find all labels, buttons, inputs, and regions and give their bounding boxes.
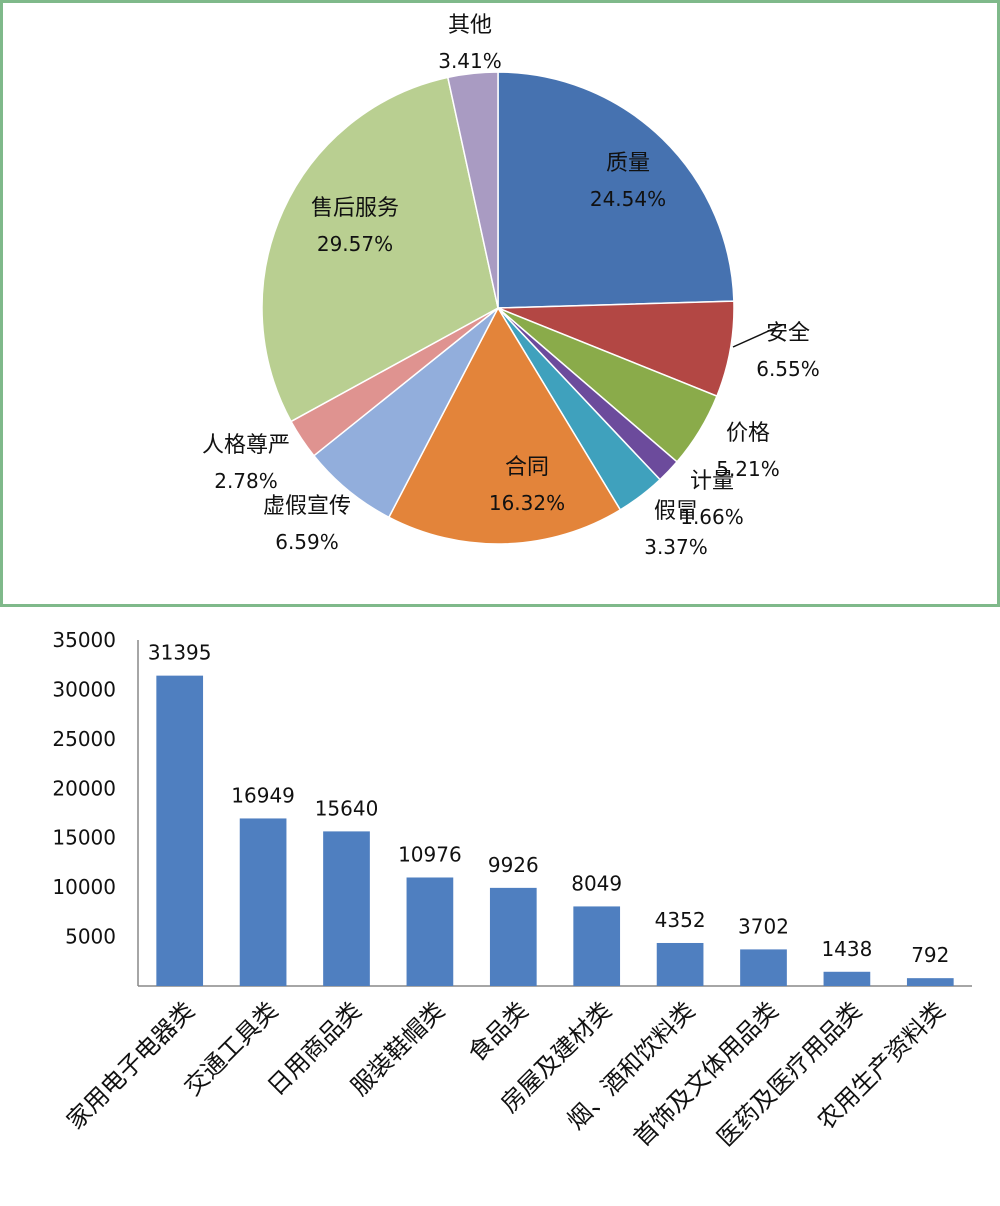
- pie-slice-label: 售后服务: [311, 196, 399, 221]
- y-tick-label: 25000: [52, 727, 116, 751]
- pie-slice-label: 虚假宣传: [263, 494, 351, 519]
- bar-data-label: 1438: [821, 937, 872, 961]
- pie-slice-value-label: 6.59%: [275, 530, 339, 554]
- bar-data-label: 9926: [488, 853, 539, 877]
- pie-slice: [387, 306, 622, 545]
- bar-data-label: 8049: [571, 871, 622, 895]
- y-tick-label: 35000: [52, 628, 116, 652]
- pie-slice: [497, 71, 735, 309]
- pie-slice: [446, 71, 499, 309]
- bar-data-label: 10976: [398, 842, 462, 866]
- pie-slice-label: 价格: [726, 421, 770, 446]
- pie-slice-value-label: 24.54%: [590, 187, 666, 211]
- bar: [406, 877, 454, 986]
- pie-slice-value-label: 5.21%: [716, 457, 780, 481]
- pie-slice-value-label: 3.41%: [438, 49, 502, 73]
- x-tick-label: 食品类: [463, 996, 534, 1067]
- pie-slice-label: 安全: [766, 321, 810, 346]
- pie-slice-value-label: 1.66%: [680, 505, 744, 529]
- x-tick-label: 家用电子电器类: [61, 996, 200, 1135]
- bar: [156, 675, 204, 986]
- pie-slice-value-label: 3.37%: [644, 535, 708, 559]
- pie-chart: 质量 24.54% 安全 6.55% 价格 5.21%计量 1.66%假冒 3.37% 合同 16…: [0, 0, 1000, 607]
- y-tick-label: 10000: [52, 875, 116, 899]
- y-tick-label: 5000: [65, 925, 116, 949]
- y-tick-label: 20000: [52, 776, 116, 800]
- y-tick-label: 15000: [52, 826, 116, 850]
- pie-slice-label: 假冒: [654, 499, 698, 524]
- bar-chart: 5000 10000 15000 20000 25000 30000 35000 31395…: [52, 628, 972, 1152]
- pie-slice-label: 人格尊严: [202, 433, 290, 458]
- bar: [489, 887, 537, 986]
- x-tick-label: 首饰及文体用品类: [628, 996, 784, 1152]
- bar: [323, 831, 370, 986]
- bar-data-label: 4352: [655, 908, 706, 932]
- x-tick-label: 医药及医疗用品类: [712, 996, 868, 1152]
- bar: [573, 906, 621, 986]
- bar-data-label: 792: [911, 943, 949, 967]
- bar: [823, 971, 871, 986]
- bar: [656, 942, 704, 986]
- bar-data-label: 3702: [738, 914, 789, 938]
- y-tick-label: 30000: [52, 677, 116, 701]
- pie-slice-value-label: 2.78%: [214, 469, 278, 493]
- bar-data-label: 31395: [148, 641, 212, 665]
- pie-slice-label: 合同: [505, 455, 549, 480]
- leader-line-safety: [732, 324, 783, 348]
- pie-slice-value-label: 29.57%: [317, 232, 393, 256]
- pie-slice-label: 质量: [606, 151, 650, 176]
- pie-slice: [261, 76, 499, 423]
- pie-slice-label: 计量: [690, 469, 734, 494]
- bar: [239, 818, 287, 986]
- pie-slice-value-label: 6.55%: [756, 357, 820, 381]
- pie-slice-label: 其他: [448, 13, 492, 38]
- pie-chart-frame: [0, 0, 1000, 607]
- bar: [740, 949, 787, 986]
- bar-data-label: 16949: [231, 783, 295, 807]
- bar: [906, 978, 954, 986]
- pie-slice-value-label: 16.32%: [489, 491, 565, 515]
- bar-data-label: 15640: [315, 796, 379, 820]
